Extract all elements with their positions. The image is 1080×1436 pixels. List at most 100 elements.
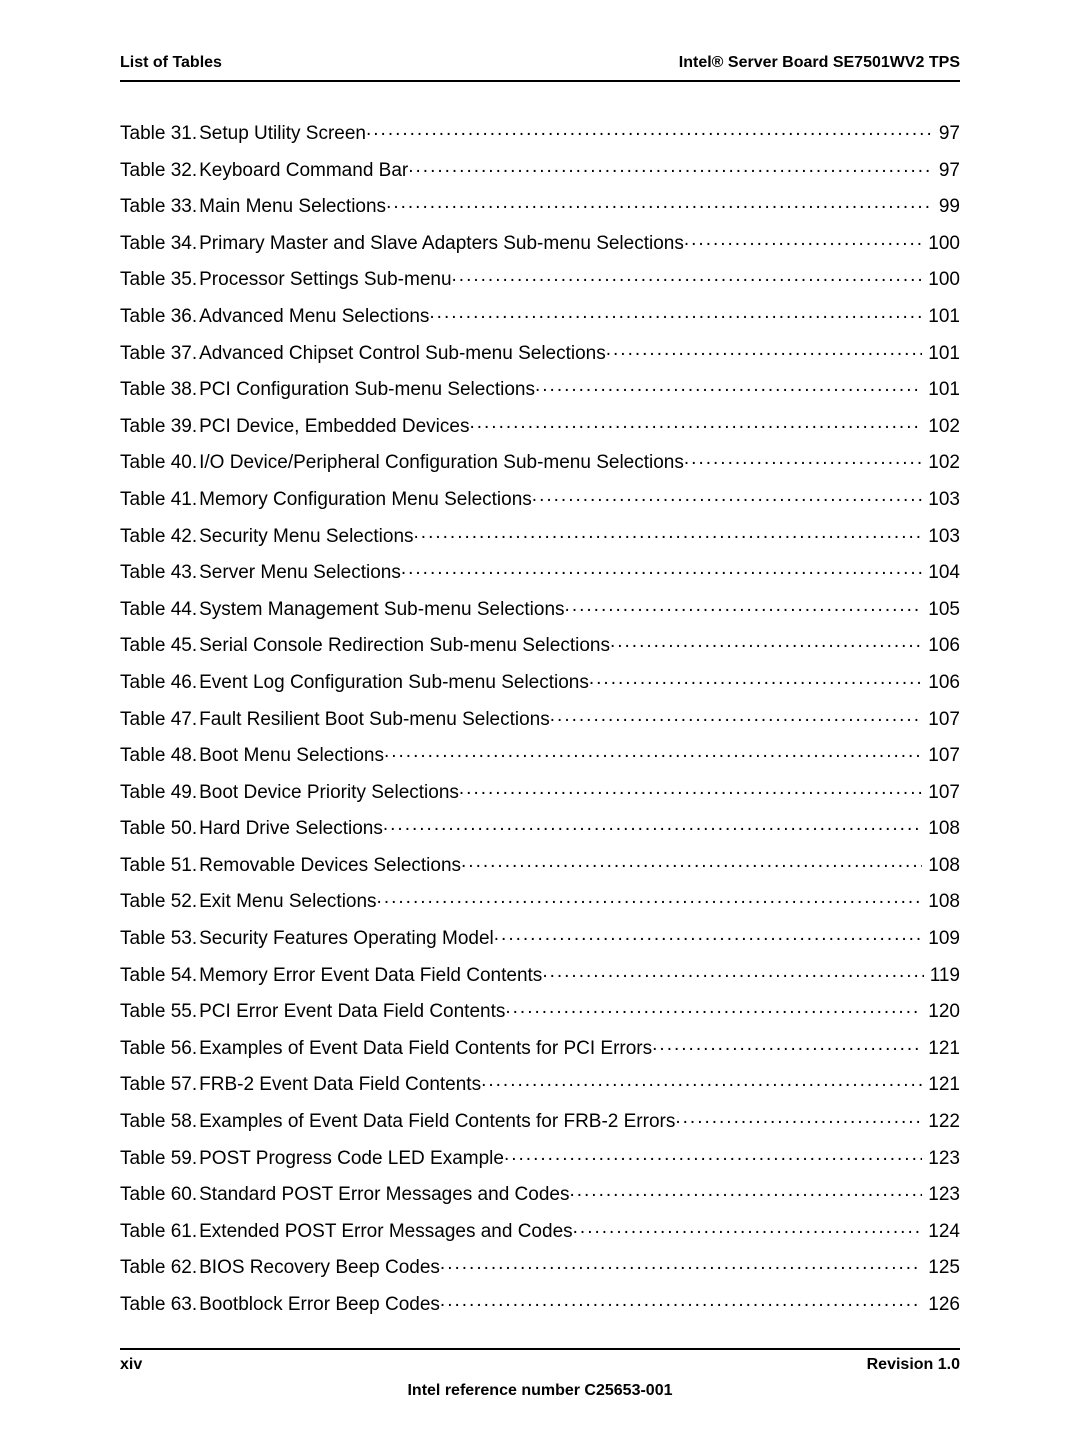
toc-leader-dots bbox=[452, 266, 923, 285]
toc-entry-title: BIOS Recovery Beep Codes bbox=[199, 1258, 440, 1277]
toc-entry-label: Table 62. bbox=[120, 1258, 199, 1277]
toc-leader-dots bbox=[461, 852, 922, 871]
toc-entry-label: Table 33. bbox=[120, 197, 199, 216]
toc-leader-dots bbox=[383, 815, 922, 834]
toc-entry: Table 48. Boot Menu Selections 107 bbox=[120, 742, 960, 765]
toc-entry-label: Table 51. bbox=[120, 856, 199, 875]
toc-entry-label: Table 42. bbox=[120, 527, 199, 546]
toc-entry-page: 123 bbox=[922, 1149, 960, 1168]
toc-entry-title: Memory Configuration Menu Selections bbox=[199, 490, 532, 509]
toc-entry: Table 40. I/O Device/Peripheral Configur… bbox=[120, 449, 960, 472]
toc-entry: Table 59. POST Progress Code LED Example… bbox=[120, 1145, 960, 1168]
toc-entry-page: 103 bbox=[922, 527, 960, 546]
toc-entry-page: 106 bbox=[922, 673, 960, 692]
toc-entry: Table 41. Memory Configuration Menu Sele… bbox=[120, 486, 960, 509]
page: List of Tables Intel® Server Board SE750… bbox=[0, 0, 1080, 1436]
toc-entry: Table 42. Security Menu Selections 103 bbox=[120, 523, 960, 546]
toc-leader-dots bbox=[494, 925, 923, 944]
toc-entry-page: 109 bbox=[922, 929, 960, 948]
toc-entry-label: Table 36. bbox=[120, 307, 199, 326]
toc-entry-title: PCI Error Event Data Field Contents bbox=[199, 1002, 505, 1021]
toc-entry: Table 53. Security Features Operating Mo… bbox=[120, 925, 960, 948]
toc-entry-label: Table 46. bbox=[120, 673, 199, 692]
toc-entry-label: Table 45. bbox=[120, 636, 199, 655]
toc-entry-label: Table 59. bbox=[120, 1149, 199, 1168]
toc-leader-dots bbox=[684, 230, 922, 249]
toc-entry: Table 46. Event Log Configuration Sub-me… bbox=[120, 669, 960, 692]
toc-entry-label: Table 43. bbox=[120, 563, 199, 582]
toc-entry-label: Table 60. bbox=[120, 1185, 199, 1204]
toc-entry: Table 35. Processor Settings Sub-menu 10… bbox=[120, 266, 960, 289]
toc-entry-title: Bootblock Error Beep Codes bbox=[199, 1295, 440, 1314]
toc-entry-label: Table 61. bbox=[120, 1222, 199, 1241]
toc-leader-dots bbox=[469, 413, 922, 432]
toc-entry-page: 102 bbox=[922, 417, 960, 436]
toc-entry-page: 119 bbox=[924, 966, 960, 985]
toc-entry-label: Table 56. bbox=[120, 1039, 199, 1058]
toc-entry-title: I/O Device/Peripheral Configuration Sub-… bbox=[199, 453, 684, 472]
toc-entry: Table 52. Exit Menu Selections 108 bbox=[120, 888, 960, 911]
toc-leader-dots bbox=[440, 1254, 922, 1273]
toc-entry-page: 108 bbox=[922, 819, 960, 838]
toc-entry-page: 121 bbox=[922, 1039, 960, 1058]
page-header: List of Tables Intel® Server Board SE750… bbox=[120, 54, 960, 80]
toc-entry-label: Table 37. bbox=[120, 344, 199, 363]
toc-entry-page: 104 bbox=[922, 563, 960, 582]
toc-entry: Table 58. Examples of Event Data Field C… bbox=[120, 1108, 960, 1131]
toc-entry-title: Advanced Menu Selections bbox=[199, 307, 429, 326]
toc-entry-page: 120 bbox=[922, 1002, 960, 1021]
toc-entry: Table 32. Keyboard Command Bar 97 bbox=[120, 157, 960, 180]
toc-entry-page: 126 bbox=[922, 1295, 960, 1314]
toc-leader-dots bbox=[589, 669, 922, 688]
toc-entry-label: Table 31. bbox=[120, 124, 199, 143]
toc-entry-label: Table 54. bbox=[120, 966, 199, 985]
toc-entry-title: Standard POST Error Messages and Codes bbox=[199, 1185, 569, 1204]
toc-entry: Table 54. Memory Error Event Data Field … bbox=[120, 962, 960, 985]
toc-entry-label: Table 41. bbox=[120, 490, 199, 509]
toc-entry-page: 103 bbox=[922, 490, 960, 509]
toc-entry-title: Server Menu Selections bbox=[199, 563, 401, 582]
toc-entry: Table 57. FRB-2 Event Data Field Content… bbox=[120, 1071, 960, 1094]
toc-entry-title: Setup Utility Screen bbox=[199, 124, 366, 143]
toc-leader-dots bbox=[386, 193, 933, 212]
toc-entry-label: Table 39. bbox=[120, 417, 199, 436]
toc-entry: Table 49. Boot Device Priority Selection… bbox=[120, 779, 960, 802]
toc-entry-label: Table 52. bbox=[120, 892, 199, 911]
toc-entry-label: Table 57. bbox=[120, 1075, 199, 1094]
toc-entries: Table 31. Setup Utility Screen 97Table 3… bbox=[120, 120, 960, 1328]
toc-leader-dots bbox=[384, 742, 922, 761]
toc-entry-label: Table 55. bbox=[120, 1002, 199, 1021]
toc-leader-dots bbox=[440, 1291, 922, 1310]
toc-entry-page: 121 bbox=[922, 1075, 960, 1094]
toc-entry: Table 39. PCI Device, Embedded Devices 1… bbox=[120, 413, 960, 436]
toc-entry-label: Table 63. bbox=[120, 1295, 199, 1314]
toc-entry-title: POST Progress Code LED Example bbox=[199, 1149, 504, 1168]
toc-entry-page: 106 bbox=[922, 636, 960, 655]
toc-leader-dots bbox=[429, 303, 922, 322]
toc-entry-page: 100 bbox=[922, 234, 960, 253]
header-right: Intel® Server Board SE7501WV2 TPS bbox=[679, 54, 960, 72]
toc-entry-label: Table 47. bbox=[120, 710, 199, 729]
toc-entry: Table 56. Examples of Event Data Field C… bbox=[120, 1035, 960, 1058]
toc-entry-label: Table 32. bbox=[120, 161, 199, 180]
toc-entry-page: 123 bbox=[922, 1185, 960, 1204]
toc-entry: Table 55. PCI Error Event Data Field Con… bbox=[120, 998, 960, 1021]
toc-entry-title: Exit Menu Selections bbox=[199, 892, 376, 911]
header-left: List of Tables bbox=[120, 54, 222, 72]
toc-entry-title: PCI Device, Embedded Devices bbox=[199, 417, 469, 436]
toc-entry-page: 108 bbox=[922, 892, 960, 911]
toc-entry: Table 61. Extended POST Error Messages a… bbox=[120, 1218, 960, 1241]
toc-entry-label: Table 44. bbox=[120, 600, 199, 619]
toc-entry-page: 101 bbox=[922, 380, 960, 399]
toc-entry-label: Table 34. bbox=[120, 234, 199, 253]
toc-leader-dots bbox=[504, 1145, 922, 1164]
toc-entry-label: Table 38. bbox=[120, 380, 199, 399]
toc-leader-dots bbox=[414, 523, 923, 542]
toc-entry: Table 47. Fault Resilient Boot Sub-menu … bbox=[120, 706, 960, 729]
toc-entry-title: Processor Settings Sub-menu bbox=[199, 270, 451, 289]
toc-entry-title: Examples of Event Data Field Contents fo… bbox=[199, 1112, 675, 1131]
toc-entry-title: Serial Console Redirection Sub-menu Sele… bbox=[199, 636, 610, 655]
toc-entry-page: 125 bbox=[922, 1258, 960, 1277]
toc-entry-page: 124 bbox=[922, 1222, 960, 1241]
toc-entry-title: Advanced Chipset Control Sub-menu Select… bbox=[199, 344, 606, 363]
